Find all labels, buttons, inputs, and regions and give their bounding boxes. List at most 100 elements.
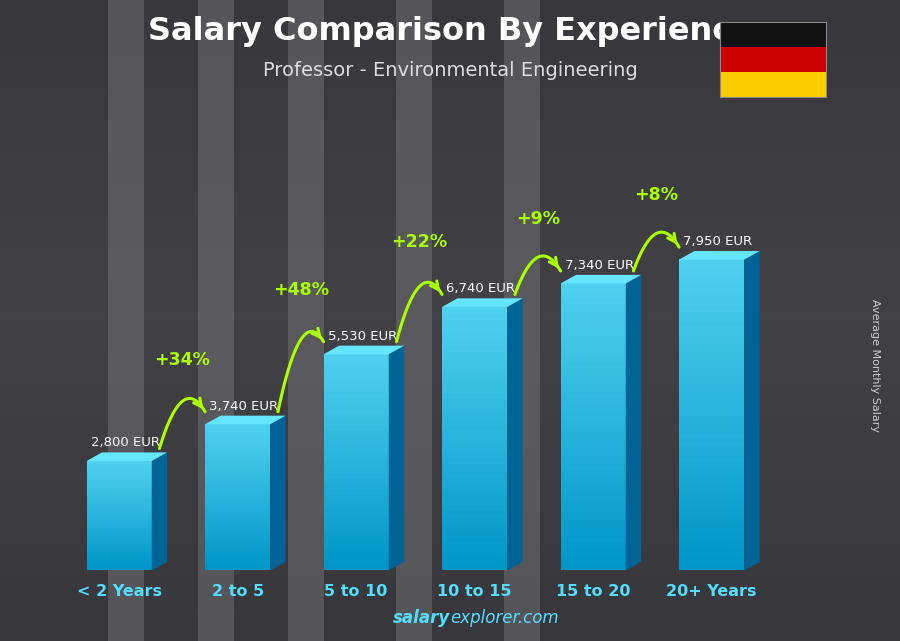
Bar: [205, 556, 270, 560]
Bar: [442, 307, 508, 313]
Polygon shape: [561, 275, 641, 283]
Bar: [0, 288, 900, 295]
Bar: [561, 549, 626, 556]
Bar: [0, 244, 900, 250]
Bar: [324, 560, 389, 565]
Text: Average Monthly Salary: Average Monthly Salary: [869, 299, 880, 432]
Bar: [205, 468, 270, 472]
Bar: [0, 346, 900, 353]
Bar: [0, 526, 900, 532]
Bar: [0, 58, 900, 64]
Bar: [86, 483, 152, 486]
Bar: [86, 502, 152, 505]
Bar: [561, 542, 626, 549]
Bar: [0, 64, 900, 71]
Bar: [0, 596, 900, 603]
Bar: [561, 470, 626, 477]
Bar: [561, 506, 626, 513]
Bar: [288, 0, 324, 641]
Bar: [86, 508, 152, 510]
Bar: [680, 322, 744, 329]
Bar: [0, 500, 900, 506]
Bar: [561, 297, 626, 305]
Bar: [205, 479, 270, 483]
Bar: [680, 516, 744, 524]
Bar: [205, 457, 270, 461]
Bar: [86, 545, 152, 549]
Bar: [442, 537, 508, 544]
Bar: [680, 454, 744, 462]
Bar: [680, 392, 744, 399]
Bar: [0, 269, 900, 276]
Bar: [0, 378, 900, 385]
Bar: [324, 484, 389, 490]
Bar: [0, 558, 900, 564]
Bar: [442, 313, 508, 320]
Bar: [86, 560, 152, 562]
Bar: [680, 555, 744, 563]
Bar: [442, 392, 508, 399]
Bar: [324, 549, 389, 554]
Bar: [561, 427, 626, 434]
Bar: [442, 511, 508, 518]
Bar: [0, 506, 900, 513]
Bar: [205, 530, 270, 534]
Bar: [0, 173, 900, 179]
Bar: [680, 275, 744, 283]
Bar: [205, 461, 270, 465]
Bar: [324, 376, 389, 381]
Bar: [0, 212, 900, 218]
Text: +48%: +48%: [273, 281, 328, 299]
Bar: [561, 377, 626, 384]
Bar: [561, 384, 626, 391]
Text: Salary Comparison By Experience: Salary Comparison By Experience: [148, 16, 752, 47]
Bar: [86, 529, 152, 532]
Bar: [442, 465, 508, 472]
Bar: [680, 508, 744, 516]
Bar: [561, 477, 626, 485]
Bar: [205, 476, 270, 479]
Bar: [720, 47, 826, 72]
Bar: [0, 26, 900, 32]
Bar: [86, 519, 152, 521]
Bar: [324, 424, 389, 430]
Bar: [442, 438, 508, 445]
Bar: [0, 109, 900, 115]
Bar: [0, 429, 900, 436]
Bar: [0, 83, 900, 90]
Bar: [86, 461, 152, 463]
Polygon shape: [324, 345, 404, 354]
Text: salary: salary: [392, 609, 450, 627]
Bar: [205, 526, 270, 530]
Bar: [205, 549, 270, 552]
Bar: [86, 551, 152, 554]
Polygon shape: [744, 251, 760, 570]
Bar: [561, 492, 626, 499]
Bar: [0, 301, 900, 308]
Bar: [205, 424, 270, 428]
Bar: [86, 565, 152, 568]
Bar: [324, 495, 389, 500]
Bar: [442, 498, 508, 504]
Bar: [680, 337, 744, 345]
Bar: [108, 0, 144, 641]
Bar: [680, 384, 744, 392]
Bar: [324, 565, 389, 570]
Bar: [0, 410, 900, 417]
Bar: [561, 456, 626, 463]
Bar: [0, 570, 900, 577]
Bar: [205, 508, 270, 512]
Bar: [442, 531, 508, 538]
Bar: [442, 372, 508, 379]
Bar: [0, 577, 900, 583]
Bar: [0, 167, 900, 173]
Bar: [205, 538, 270, 541]
Bar: [0, 455, 900, 462]
Bar: [0, 635, 900, 641]
Bar: [0, 397, 900, 404]
Bar: [205, 490, 270, 494]
Bar: [442, 445, 508, 452]
Bar: [680, 415, 744, 423]
Bar: [0, 179, 900, 186]
Bar: [324, 462, 389, 468]
